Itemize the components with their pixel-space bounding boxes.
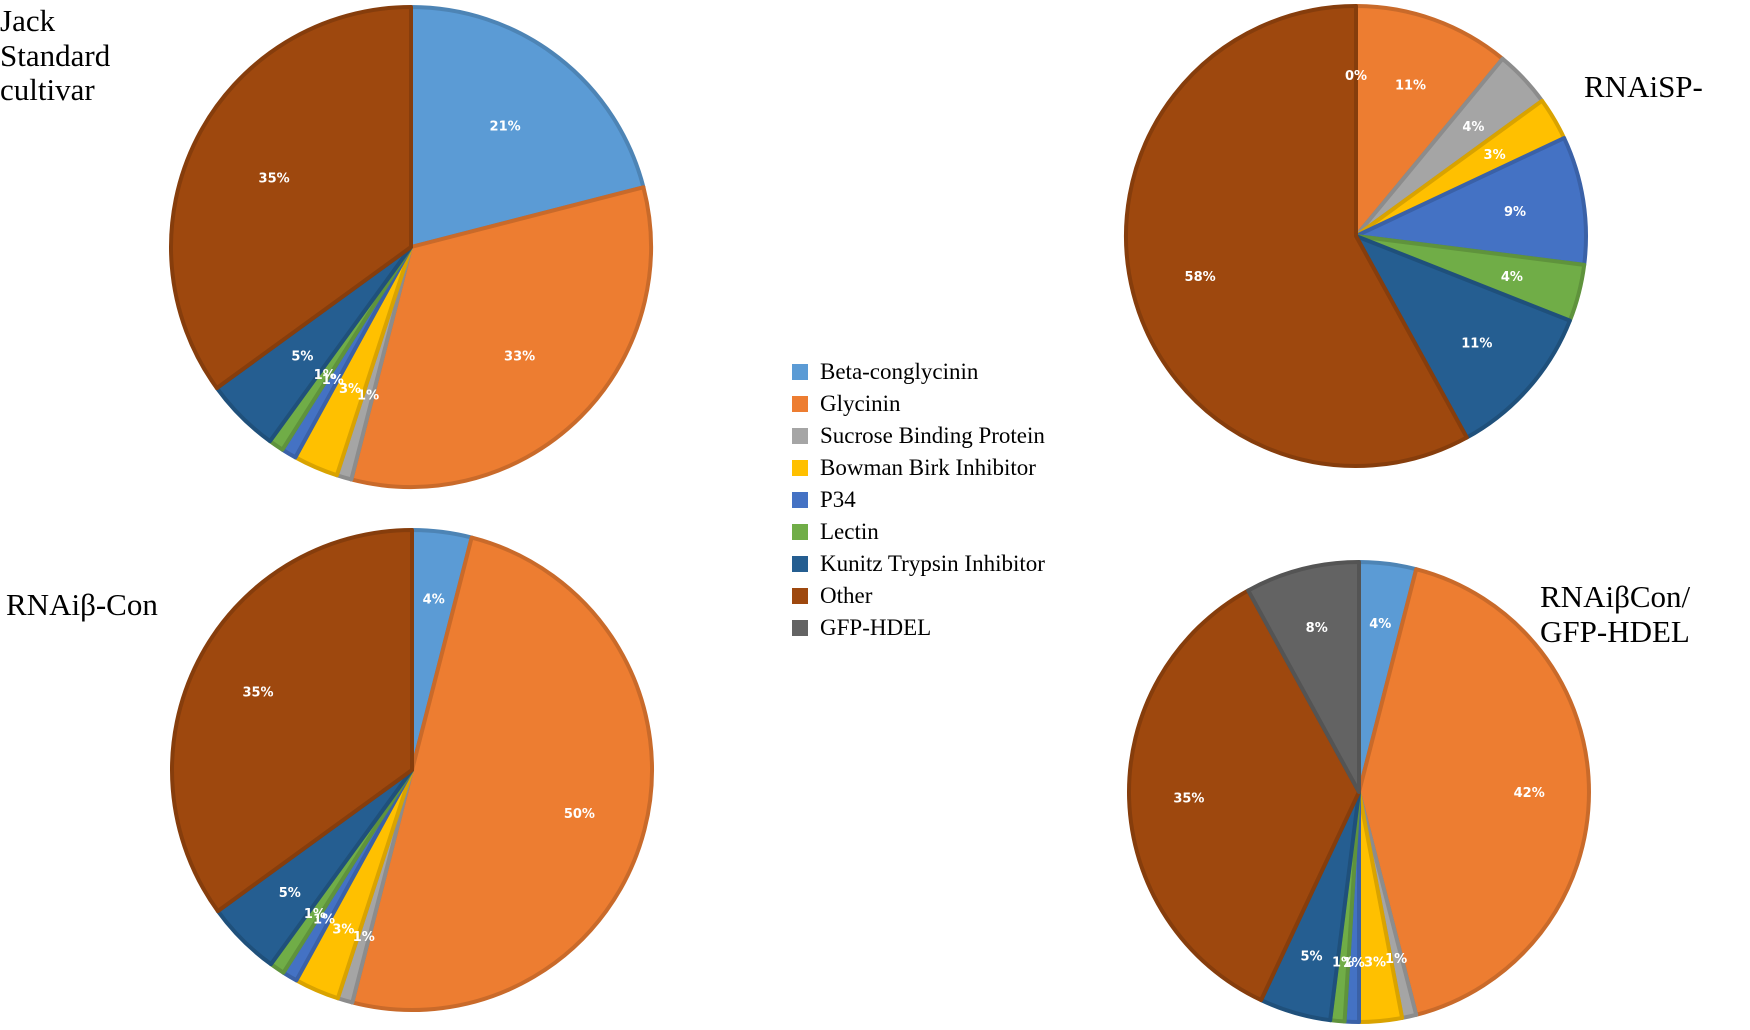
legend-swatch — [792, 492, 808, 508]
pie-slice-beta-conglycinin — [409, 5, 646, 249]
pie-slice-label: 1% — [1343, 956, 1365, 971]
legend-swatch — [792, 364, 808, 380]
legend-swatch — [792, 556, 808, 572]
chart-title-rnaisp: RNAiSP- — [1584, 69, 1703, 104]
pie-slice-label: 4% — [1462, 120, 1484, 135]
legend-item: GFP-HDEL — [792, 612, 1045, 644]
legend-swatch — [792, 460, 808, 476]
pie-slice-label: 1% — [314, 368, 336, 383]
pie-chart: 21%33%1%3%1%1%5%35% — [169, 5, 653, 489]
pie-slice-glycinin — [350, 535, 654, 1012]
pie-slice-label: 42% — [1514, 786, 1545, 801]
legend-label: Lectin — [820, 519, 879, 544]
legend-label: GFP-HDEL — [820, 615, 932, 640]
pie-slice-label: 35% — [242, 686, 273, 701]
pie-slice-label: 1% — [304, 907, 326, 922]
legend-swatch — [792, 396, 808, 412]
pie-slice-label: 5% — [291, 350, 313, 365]
pie-chart: 4%42%1%3%1%1%5%35%8% — [1127, 560, 1591, 1025]
pie-slice-label: 4% — [1369, 617, 1391, 632]
pie-slice-glycinin — [349, 185, 653, 489]
legend-item: P34 — [792, 484, 1045, 516]
chart-title-jack: Jack Standard cultivar — [0, 3, 111, 108]
pie-slice-glycinin — [1354, 4, 1505, 238]
pie-slice-label: 21% — [490, 120, 521, 135]
pie-slice-label: 3% — [1484, 148, 1506, 163]
pie-slice-label: 1% — [1332, 955, 1354, 970]
pie-slice-label: 3% — [1364, 955, 1386, 970]
pie-slice-label: 4% — [423, 593, 445, 608]
legend-item: Sucrose Binding Protein — [792, 420, 1045, 452]
pie-slice-label: 0% — [1345, 69, 1367, 84]
chart-title-rnaibcon: RNAiβ-Con — [6, 587, 158, 622]
pie-slice-label: 8% — [1306, 621, 1328, 636]
legend-item: Lectin — [792, 516, 1045, 548]
pie-slice-label: 4% — [1501, 270, 1523, 285]
pie-slice-label: 35% — [1173, 791, 1204, 806]
legend-swatch — [792, 620, 808, 636]
pie-chart: 4%50%1%3%1%1%5%35% — [170, 528, 654, 1012]
pie-slice-label: 33% — [504, 350, 535, 365]
legend-swatch — [792, 588, 808, 604]
pie-slice-label: 11% — [1461, 337, 1492, 352]
legend-label: Other — [820, 583, 873, 608]
pie-slice-gfp-hdel — [1246, 560, 1361, 794]
legend-item: Kunitz Trypsin Inhibitor — [792, 548, 1045, 580]
pie-slice-label: 50% — [564, 807, 595, 822]
pie-slice-other — [1124, 4, 1469, 468]
pie-chart: 0%11%4%3%9%4%11%58% — [1124, 4, 1588, 468]
pie-slice-label: 5% — [1300, 949, 1322, 964]
pie-slice-p34 — [1354, 136, 1588, 267]
legend-label: P34 — [820, 487, 856, 512]
legend-label: Sucrose Binding Protein — [820, 423, 1045, 448]
legend-item: Beta-conglycinin — [792, 356, 1045, 388]
pie-slice-label: 1% — [357, 389, 379, 404]
legend-label: Kunitz Trypsin Inhibitor — [820, 551, 1045, 576]
pie-slice-label: 11% — [1395, 79, 1426, 94]
pie-slice-label: 1% — [322, 373, 344, 388]
pie-slice-kunitz-trypsin-inhibitor — [1354, 234, 1572, 440]
legend-label: Glycinin — [820, 391, 901, 416]
pie-slice-label: 58% — [1185, 270, 1216, 285]
legend-item: Bowman Birk Inhibitor — [792, 452, 1045, 484]
legend-swatch — [792, 524, 808, 540]
chart-legend: Beta-conglycinin Glycinin Sucrose Bindin… — [792, 356, 1045, 644]
legend-item: Other — [792, 580, 1045, 612]
chart-title-rnaibcon-gfp: RNAiβCon/ GFP-HDEL — [1540, 579, 1691, 649]
pie-slice-other — [169, 5, 413, 391]
pie-slice-label: 1% — [1385, 952, 1407, 967]
pie-slice-label: 1% — [313, 913, 335, 928]
legend-label: Beta-conglycinin — [820, 359, 979, 384]
legend-swatch — [792, 428, 808, 444]
pie-slice-label: 1% — [353, 930, 375, 945]
pie-slice-label: 5% — [279, 886, 301, 901]
pie-slice-other — [1127, 588, 1361, 1003]
pie-slice-other — [170, 528, 414, 914]
pie-slice-glycinin — [1357, 567, 1591, 1017]
pie-slice-label: 9% — [1504, 205, 1526, 220]
legend-item: Glycinin — [792, 388, 1045, 420]
pie-slice-label: 3% — [339, 382, 361, 397]
legend-label: Bowman Birk Inhibitor — [820, 455, 1036, 480]
pie-slice-label: 3% — [332, 923, 354, 938]
pie-slice-label: 35% — [259, 171, 290, 186]
